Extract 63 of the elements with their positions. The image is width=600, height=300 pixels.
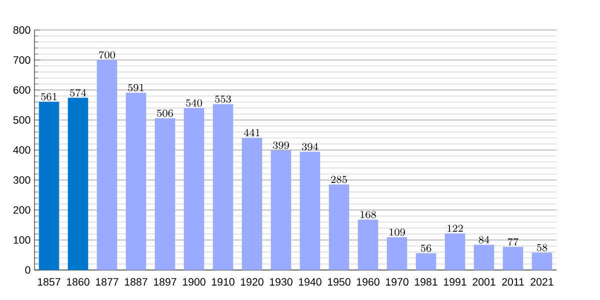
data-label: 506 xyxy=(157,110,173,117)
y-tick-label: 100 xyxy=(14,236,30,244)
data-label: 77 xyxy=(508,238,518,246)
data-label: 700 xyxy=(99,51,116,59)
bar xyxy=(416,253,436,270)
x-tick-label: 1900 xyxy=(182,278,206,286)
bar xyxy=(444,233,466,270)
x-tick-label: 1910 xyxy=(212,278,234,286)
bar xyxy=(212,104,234,270)
x-tick-label: 1960 xyxy=(356,278,380,286)
data-label: 553 xyxy=(215,95,231,103)
y-tick-label: 600 xyxy=(14,86,30,94)
bar xyxy=(358,220,378,270)
data-label: 109 xyxy=(390,228,405,236)
bar xyxy=(270,150,292,270)
x-tick-label: 1970 xyxy=(386,278,408,286)
x-tick-label: 1877 xyxy=(96,278,118,286)
data-label: 591 xyxy=(128,84,144,92)
data-label: 122 xyxy=(448,224,463,232)
data-label: 399 xyxy=(272,142,289,149)
data-label: 540 xyxy=(186,99,202,107)
x-tick-label: 1920 xyxy=(240,278,264,286)
y-tick-label: 400 xyxy=(13,146,30,154)
x-tick-label: 1950 xyxy=(328,278,350,286)
bar xyxy=(502,246,524,270)
y-tick-label: 800 xyxy=(13,26,30,34)
data-label: 84 xyxy=(478,236,490,244)
bar xyxy=(96,60,118,270)
bar xyxy=(154,118,176,270)
bar xyxy=(300,152,320,270)
data-label: 441 xyxy=(244,128,260,136)
data-label: 56 xyxy=(420,244,432,252)
bar xyxy=(38,102,60,270)
y-tick-label: 500 xyxy=(13,116,30,124)
x-tick-label: 1860 xyxy=(66,278,90,286)
data-label: 168 xyxy=(360,210,376,218)
x-tick-label: 1930 xyxy=(270,278,292,286)
bar xyxy=(242,138,262,270)
y-tick-label: 300 xyxy=(13,176,30,184)
x-tick-label: 1857 xyxy=(38,278,60,286)
y-tick-label: 0 xyxy=(25,266,30,274)
bar xyxy=(184,108,204,270)
x-tick-label: 1887 xyxy=(124,278,148,286)
y-tick-label: 200 xyxy=(14,206,30,214)
x-tick-label: 1991 xyxy=(444,278,466,286)
bar xyxy=(386,237,408,270)
data-label: 574 xyxy=(70,89,86,96)
x-tick-label: 2001 xyxy=(472,278,496,286)
bar xyxy=(532,252,552,270)
x-tick-label: 1897 xyxy=(154,278,176,286)
data-label: 394 xyxy=(302,143,318,150)
data-label: 58 xyxy=(536,244,548,252)
x-tick-label: 1981 xyxy=(414,278,438,286)
bar xyxy=(126,92,146,270)
x-tick-label: 2011 xyxy=(502,278,524,286)
bar xyxy=(68,98,88,270)
bar xyxy=(328,184,350,270)
y-tick-label: 700 xyxy=(14,56,30,64)
x-tick-label: 1940 xyxy=(298,278,322,286)
x-tick-label: 2021 xyxy=(530,278,554,286)
data-label: 285 xyxy=(331,176,347,184)
bar xyxy=(474,244,494,270)
data-label: 561 xyxy=(41,93,57,100)
